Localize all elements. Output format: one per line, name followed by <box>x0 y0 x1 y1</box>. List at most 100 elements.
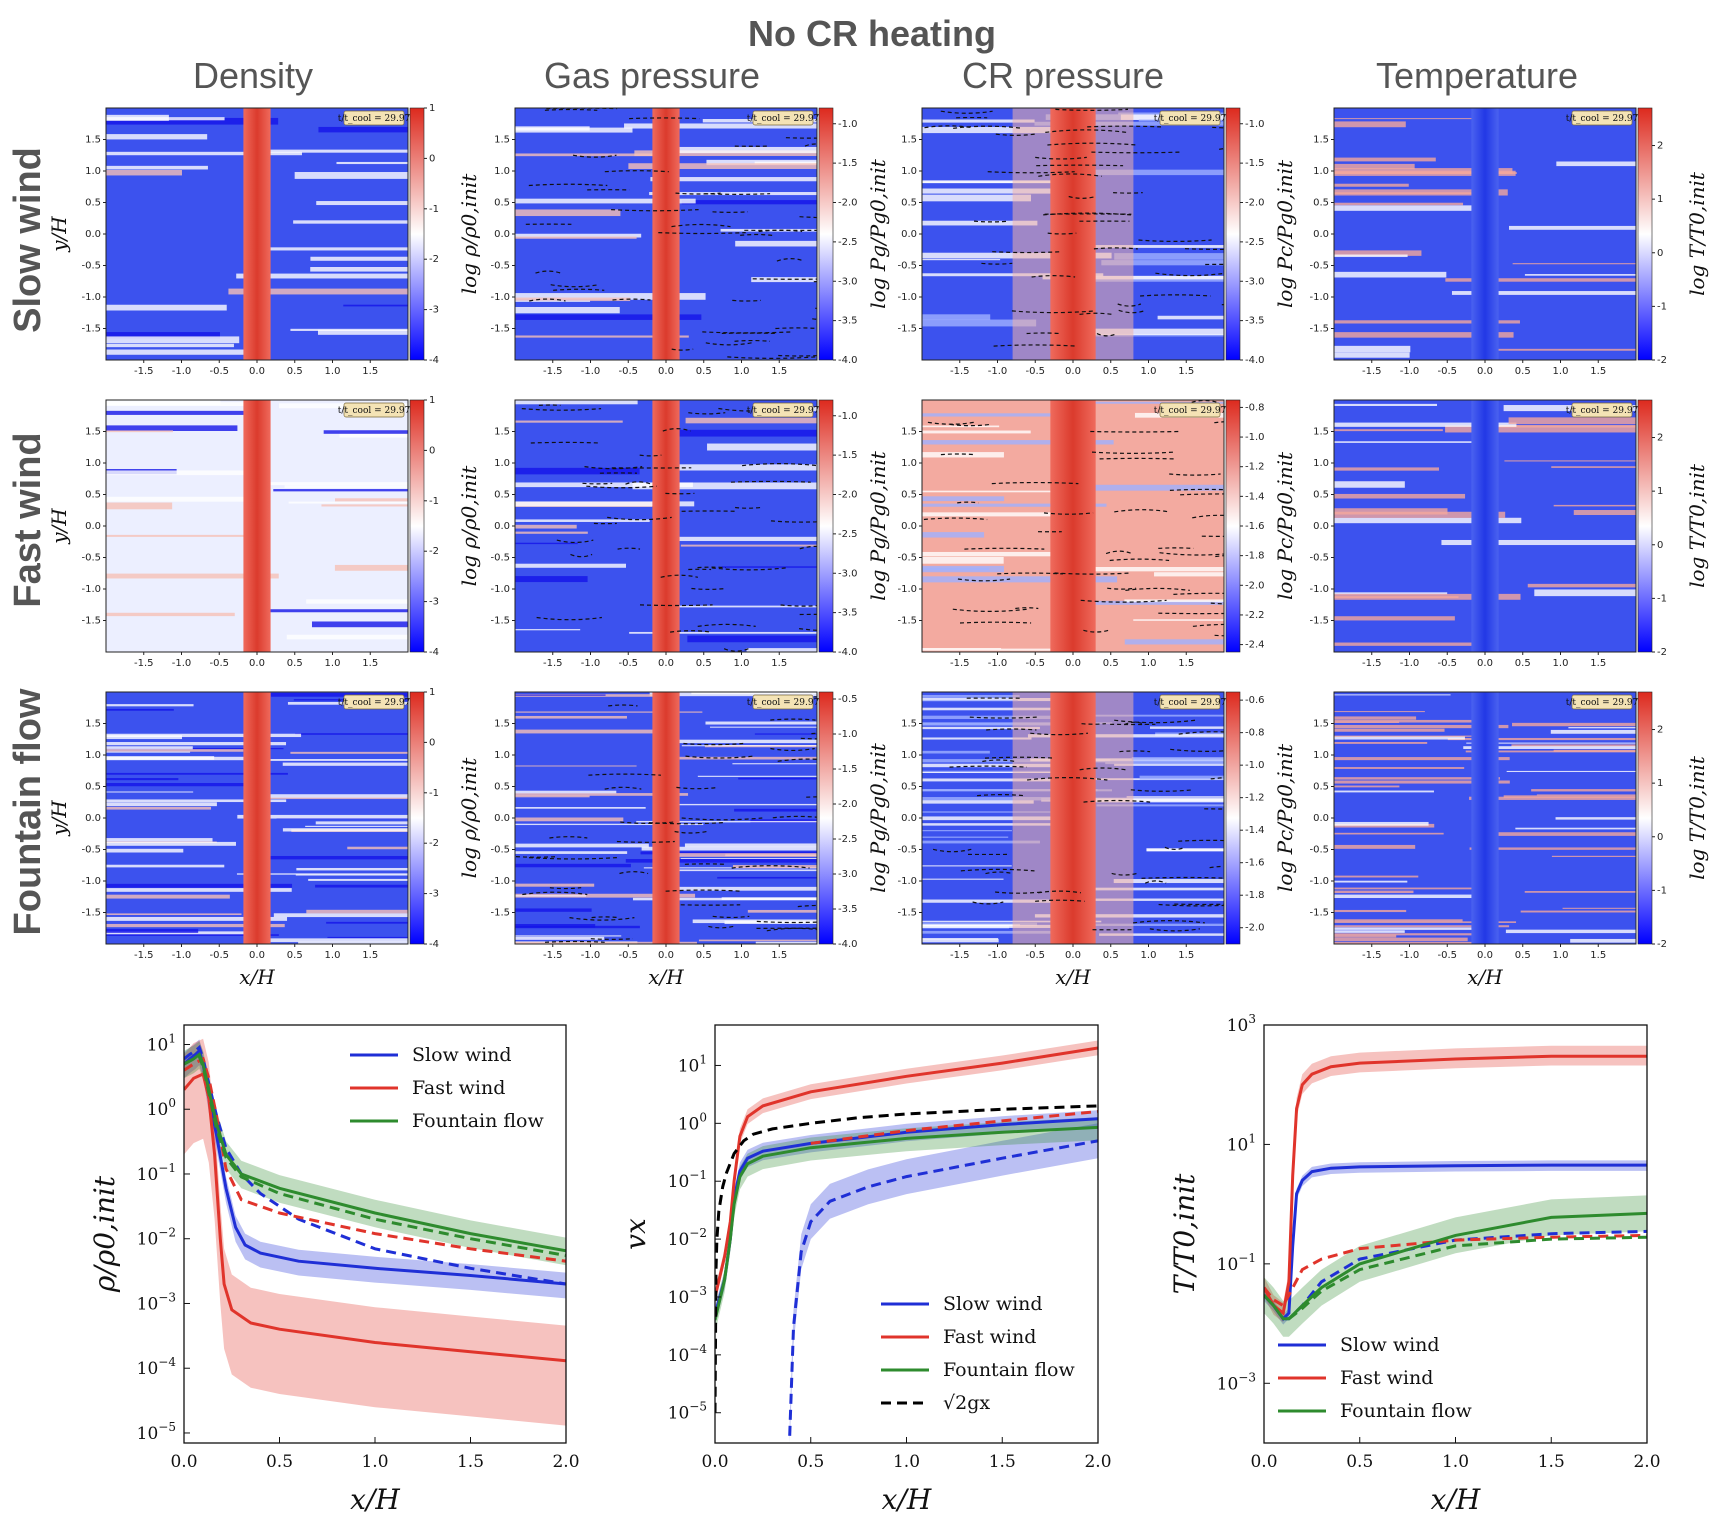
map-streak <box>1570 938 1636 943</box>
map-contour <box>957 501 979 504</box>
map-streak <box>270 692 408 697</box>
map-streak <box>1466 742 1636 744</box>
colorbar-tick-label: 0 <box>1657 248 1663 259</box>
map-streak <box>515 793 689 796</box>
map-streak <box>106 400 221 406</box>
x-tick-label: 0.5 <box>1103 366 1119 377</box>
map-streak <box>922 698 1079 702</box>
time-badge-label: t/t_cool = 29.97 <box>338 698 411 708</box>
y-axis-label: y/H <box>47 800 71 837</box>
map-streak <box>922 314 991 321</box>
y-tick-label: 1.5 <box>85 719 101 730</box>
x-tick-label: 0.5 <box>1515 658 1531 669</box>
map-streak <box>754 733 817 735</box>
colorbar <box>1637 691 1653 945</box>
colorbar-tick-label: -2.2 <box>1245 610 1265 621</box>
map-contour <box>530 441 601 444</box>
map-streak <box>922 924 1088 928</box>
y-tick-exponent: −2 <box>158 1226 176 1240</box>
map-streak <box>106 841 236 846</box>
series-line <box>1264 1233 1647 1308</box>
x-tick-label: 0.0 <box>1477 366 1493 377</box>
time-badge-label: t/t_cool = 29.97 <box>747 698 820 708</box>
time-badge <box>343 402 405 418</box>
y-tick-exponent: −3 <box>158 1290 176 1304</box>
map-streak <box>922 413 1074 417</box>
x-tick-label: 1.0 <box>893 1452 920 1472</box>
map-streak <box>106 349 261 355</box>
colorbar-tick-label: -1.4 <box>1245 825 1265 836</box>
map-streak <box>1503 795 1636 798</box>
map-streak <box>1334 941 1496 944</box>
map-contour <box>1030 732 1089 736</box>
y-tick-label: 101 <box>1227 1131 1256 1155</box>
legend-label: Slow wind <box>412 1044 512 1066</box>
map-streak <box>515 293 706 300</box>
map-contour <box>976 794 1025 797</box>
row-title: Slow wind <box>7 147 49 333</box>
map-streak <box>922 694 1020 698</box>
map-contour <box>991 481 1079 485</box>
map-streak <box>1058 169 1224 176</box>
colorbar-tick-label: -1.4 <box>1245 491 1265 502</box>
colorbar-label: log ρ/ρ0,init <box>457 465 481 587</box>
map-contour <box>730 480 811 483</box>
column-titles: Density Gas pressure CR pressure Temperatur… <box>193 55 1578 96</box>
y-tick-label: 1.5 <box>1313 427 1329 438</box>
x-tick-label: 1.0 <box>734 366 750 377</box>
map-streak <box>1085 401 1224 404</box>
y-tick-label: -1.5 <box>81 324 101 335</box>
colorbar-tick-label: -4 <box>429 647 439 658</box>
map-streak <box>641 846 817 851</box>
map-contour <box>770 718 816 721</box>
y-tick-label: -0.5 <box>1309 261 1329 272</box>
y-tick-label: 0.5 <box>85 198 101 209</box>
map-contour <box>705 342 752 346</box>
map-streak <box>634 150 817 157</box>
map-streak <box>922 722 1079 725</box>
time-badge <box>343 110 405 126</box>
map-streak <box>1334 777 1500 780</box>
colorbar <box>409 399 425 653</box>
map-streak <box>922 899 1067 903</box>
map-contour <box>1036 164 1124 167</box>
map-streak <box>1568 727 1636 729</box>
map-contour <box>1027 777 1108 781</box>
y-tick-label: 10−1 <box>668 1168 707 1192</box>
y-tick-exponent: −2 <box>689 1226 707 1240</box>
map-contour <box>1138 239 1212 242</box>
map-streak <box>1473 832 1636 836</box>
map-field <box>515 108 817 360</box>
map-streak <box>1150 726 1224 729</box>
map-streak <box>295 733 408 735</box>
x-tick-label: 0.0 <box>701 1452 728 1472</box>
y-tick-exponent: −5 <box>158 1420 176 1434</box>
y-tick-exponent: 3 <box>1248 1012 1256 1026</box>
map-contour <box>985 871 1013 875</box>
map-contour <box>927 421 975 425</box>
map-contour <box>1091 151 1181 154</box>
map-streak <box>1531 789 1636 792</box>
colorbar-label: log Pg/Pg0,init <box>866 450 890 601</box>
map-contour <box>1178 839 1224 842</box>
x-tick-label: 1.0 <box>1442 1452 1469 1472</box>
map-streak <box>515 233 642 238</box>
map-streak <box>106 916 288 921</box>
y-tick-label: 10−1 <box>1217 1251 1256 1275</box>
map-contour <box>1091 451 1175 454</box>
map-contour <box>1079 312 1113 315</box>
colorbar-tick-label: -2 <box>1657 939 1667 950</box>
map-streak <box>1334 785 1400 788</box>
map-streak <box>1556 161 1636 167</box>
map-streak <box>922 512 1090 517</box>
colorbar-tick-label: 1 <box>1657 194 1663 205</box>
x-tick-label: 1.0 <box>325 950 341 961</box>
time-badge-label: t/t_cool = 29.97 <box>1154 698 1227 708</box>
map-streak <box>1334 189 1508 196</box>
series-line <box>788 1139 1098 1436</box>
map-streak <box>681 745 817 747</box>
y-tick-label: -1.0 <box>81 876 101 887</box>
map-streak <box>662 853 817 857</box>
y-tick-exponent: −4 <box>158 1355 176 1369</box>
x-tick-label: 1.5 <box>771 366 787 377</box>
